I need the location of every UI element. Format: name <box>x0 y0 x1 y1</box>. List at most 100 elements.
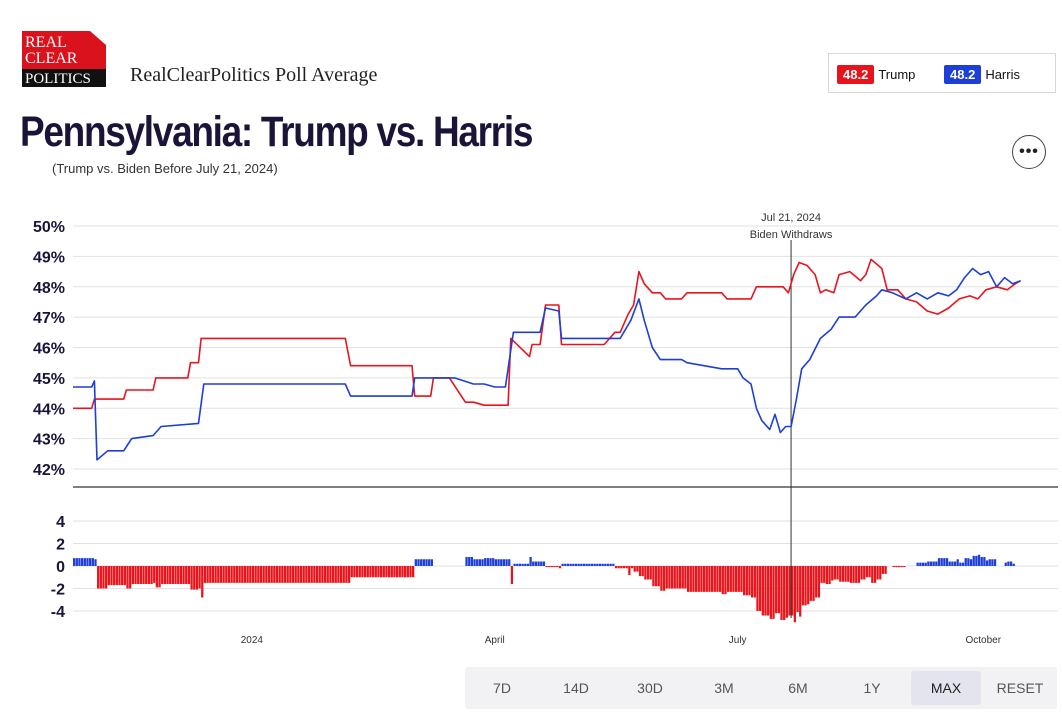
x-tick-label: October <box>965 635 1001 646</box>
spread-bar <box>323 566 327 583</box>
spread-bar <box>977 554 981 566</box>
spread-bar <box>329 566 332 583</box>
spread-bar <box>825 566 829 584</box>
spread-bar <box>702 566 706 592</box>
spread-bar <box>195 566 199 590</box>
spread-bar <box>985 560 989 566</box>
spread-bar <box>980 557 983 566</box>
spread-bar <box>273 566 276 583</box>
spread-bar <box>390 566 393 578</box>
spread-bar <box>724 566 727 595</box>
spread-bar <box>494 559 498 566</box>
legend-harris-name: Harris <box>985 67 1020 82</box>
spread-bar <box>540 561 543 566</box>
spread-bar <box>334 566 337 583</box>
logo-line-2: CLEAR <box>25 50 78 67</box>
spread-bar <box>486 558 490 566</box>
range-30d-button[interactable]: 30D <box>637 680 663 696</box>
spread-bar <box>879 566 882 580</box>
spread-bar <box>940 558 943 566</box>
spread-bar <box>73 558 76 566</box>
spread-bar <box>612 563 615 566</box>
spread-bar <box>852 566 855 583</box>
spread-bar <box>654 566 658 587</box>
range-3m-button[interactable]: 3M <box>714 680 734 696</box>
spread-bar <box>876 566 879 580</box>
spread-y-tick-label: 4 <box>56 514 65 531</box>
spread-bar <box>572 563 575 566</box>
spread-bar <box>625 566 628 569</box>
spread-bar <box>710 566 714 592</box>
spread-bar <box>406 566 409 578</box>
range-max-button[interactable]: MAX <box>911 671 981 705</box>
spread-bar <box>881 566 885 574</box>
spread-bar <box>395 566 399 578</box>
spread-bar <box>131 566 134 584</box>
spread-bar <box>465 557 468 566</box>
spread-bar <box>283 566 287 583</box>
spread-bar <box>251 566 255 583</box>
range-reset-button[interactable]: RESET <box>996 680 1044 696</box>
spread-bar <box>115 566 118 586</box>
spread-bar <box>219 566 223 583</box>
spread-bar <box>153 566 156 583</box>
spread-bar <box>897 566 901 568</box>
range-14d-button[interactable]: 14D <box>563 680 589 696</box>
spread-bar <box>956 559 959 566</box>
spread-bar <box>278 566 281 583</box>
legend-trump-name: Trump <box>878 67 916 82</box>
spread-bar <box>190 566 193 590</box>
spread-bar <box>604 563 607 566</box>
spread-bar <box>409 566 412 578</box>
spread-bar <box>123 566 126 586</box>
spread-bar <box>339 566 343 583</box>
spread-bar <box>147 566 151 584</box>
spread-bar <box>959 562 962 566</box>
spread-bar <box>294 566 297 583</box>
spread-bar <box>574 563 578 566</box>
spread-bar <box>182 566 185 584</box>
spread-bar <box>652 566 655 587</box>
spread-bar <box>614 566 618 569</box>
spread-bar <box>347 566 351 583</box>
spread-bar <box>1012 563 1015 566</box>
site-title[interactable]: RealClearPolitics Poll Average <box>130 64 378 86</box>
range-6m-button[interactable]: 6M <box>788 680 808 696</box>
spread-bar <box>476 559 479 566</box>
spread-bar <box>259 566 263 583</box>
spread-bar <box>257 566 260 583</box>
spread-bar <box>422 559 425 566</box>
spread-bar <box>187 566 191 584</box>
spread-bar <box>993 559 997 566</box>
spread-bar <box>751 566 754 598</box>
spread-bar <box>404 566 407 578</box>
spread-bar <box>558 566 562 569</box>
spread-bar <box>358 566 361 578</box>
spread-bar <box>118 566 121 586</box>
logo-line-1: REAL <box>25 34 67 51</box>
spread-bar <box>662 566 666 591</box>
legend-trump-value: 48.2 <box>837 65 875 84</box>
range-1y-button[interactable]: 1Y <box>863 680 881 696</box>
spread-bar <box>657 566 660 587</box>
spread-bar <box>169 566 172 584</box>
spread-bar <box>670 566 674 589</box>
spread-bar <box>249 566 252 583</box>
spread-bar <box>815 566 818 598</box>
more-options-button[interactable]: ••• <box>1012 135 1046 169</box>
spread-bar <box>155 566 159 588</box>
spread-bar <box>412 566 415 578</box>
y-tick-label: 44% <box>33 401 65 418</box>
spread-bar <box>350 566 353 578</box>
spread-bar <box>99 566 102 589</box>
range-7d-button[interactable]: 7D <box>493 680 511 696</box>
spread-bar <box>617 566 620 569</box>
rcp-logo[interactable]: REAL CLEAR POLITICS <box>22 31 106 87</box>
spread-bar <box>753 566 756 598</box>
spread-bar <box>217 566 220 583</box>
spread-bar <box>718 566 722 592</box>
spread-bar <box>201 566 204 598</box>
spread-bar <box>863 566 866 580</box>
spread-bar <box>121 566 124 586</box>
spread-bar <box>97 566 100 589</box>
